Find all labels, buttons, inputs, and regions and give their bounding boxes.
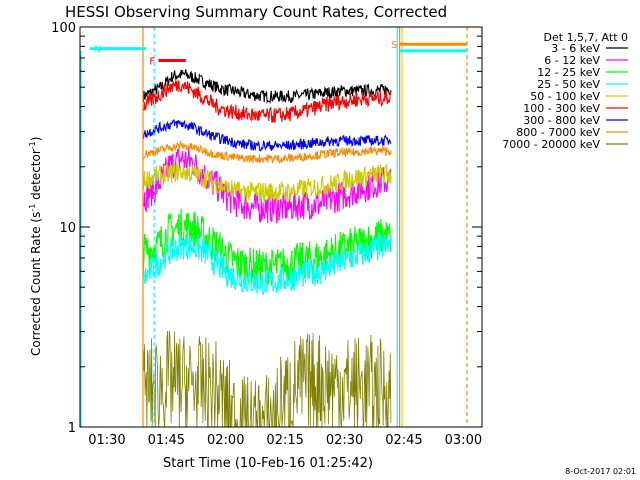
chart-title: HESSI Observing Summary Count Rates, Cor… xyxy=(65,3,447,21)
state-bar-label-1: N xyxy=(94,45,101,56)
legend-header: Det 1,5,7, Att 0 xyxy=(544,31,628,44)
y-axis-label-sup2: -1 xyxy=(28,141,37,149)
x-tick-label-4: 02:30 xyxy=(326,433,363,448)
y-tick-label-0: 1 xyxy=(68,421,76,436)
x-tick-label-2: 02:00 xyxy=(207,433,244,448)
x-tick-label-5: 02:45 xyxy=(385,433,422,448)
series-line-3 xyxy=(142,234,392,296)
series-line-4 xyxy=(142,161,392,203)
y-axis-label-sup1: -1 xyxy=(28,204,37,212)
x-tick-label-3: 02:15 xyxy=(266,433,303,448)
legend-label-4: 50 - 100 keV xyxy=(530,90,600,103)
series-line-6 xyxy=(142,119,392,152)
y-tick-label-1: 10 xyxy=(59,221,76,236)
x-tick-label-6: 03:00 xyxy=(445,433,482,448)
state-bar-label-0: F xyxy=(149,56,155,67)
legend-label-8: 7000 - 20000 keV xyxy=(502,138,600,151)
legend-label-5: 100 - 300 keV xyxy=(523,102,600,115)
x-tick-label-0: 01:30 xyxy=(88,433,125,448)
series-line-0 xyxy=(142,69,392,105)
plot-area: F N S xyxy=(80,27,468,428)
legend-label-6: 300 - 800 keV xyxy=(523,114,600,127)
legend-label-3: 25 - 50 keV xyxy=(537,78,600,91)
state-bar-label-2: S xyxy=(391,40,397,51)
x-axis-label: Start Time (10-Feb-16 01:25:42) xyxy=(163,456,373,471)
y-tick-label-2: 100 xyxy=(51,21,76,36)
legend-label-7: 800 - 7000 keV xyxy=(516,126,600,139)
x-tick-label-1: 01:45 xyxy=(148,433,185,448)
footer-date: 8-Oct-2017 02:01 xyxy=(565,467,636,476)
y-axis-label-part2: detector xyxy=(29,149,43,204)
y-axis-label: Corrected Count Rate (s-1 detector-1) xyxy=(28,137,43,356)
series-line-5 xyxy=(142,79,392,123)
legend-label-2: 12 - 25 keV xyxy=(537,66,600,79)
y-axis-label-part3: ) xyxy=(29,137,43,142)
y-axis-label-part1: Corrected Count Rate (s xyxy=(29,212,43,356)
series-line-1 xyxy=(142,147,392,224)
legend-label-0: 3 - 6 keV xyxy=(551,42,600,55)
series-line-7 xyxy=(142,139,392,165)
legend-label-1: 6 - 12 keV xyxy=(544,54,600,67)
axes: 1 10 100 01:30 01:45 02:00 02:15 02:30 02:45 03:0… xyxy=(51,21,483,448)
series-line-8 xyxy=(143,330,392,428)
